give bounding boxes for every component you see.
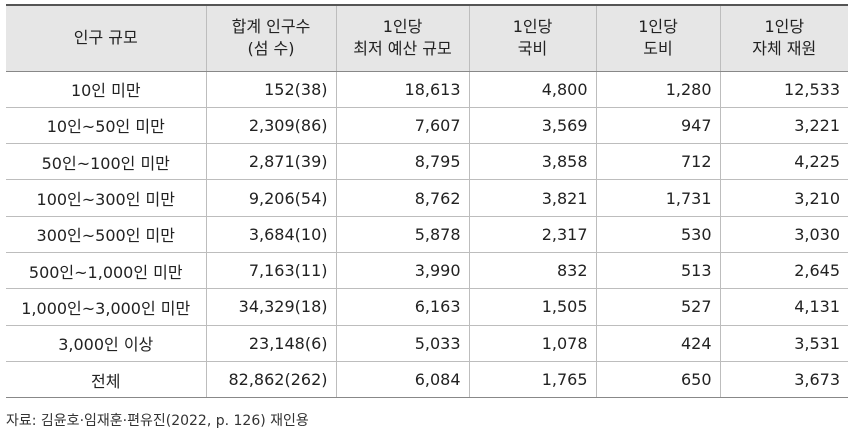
table-header-row: 인구 규모 합계 인구수 (섬 수) 1인당 최저 예산 규모 1인당 국비 1… [6,4,848,72]
min-budget-cell: 6,163 [335,288,469,326]
national-funds-cell: 3,858 [468,143,596,181]
own-resources-cell: 2,645 [719,252,848,290]
min-budget-cell: 3,990 [335,252,469,290]
total-population-cell: 152(38) [205,71,336,108]
min-budget-cell: 5,033 [335,325,469,362]
provincial-funds-cell: 530 [595,216,720,253]
header-national-funds: 1인당 국비 [468,4,596,72]
population-size-cell: 10인~50인 미만 [6,107,206,145]
population-size-cell: 300인~500인 미만 [6,216,206,253]
min-budget-cell: 7,607 [335,107,469,145]
national-funds-cell: 832 [468,252,596,290]
table-row: 10인 미만 152(38) 18,613 4,800 1,280 12,533 [6,71,848,108]
total-population-cell: 23,148(6) [205,325,336,362]
provincial-funds-cell: 947 [595,107,720,145]
own-resources-cell: 3,673 [719,361,848,399]
population-size-cell: 1,000인~3,000인 미만 [6,288,206,326]
national-funds-cell: 1,505 [468,288,596,326]
table-row: 3,000인 이상 23,148(6) 5,033 1,078 424 3,531 [6,325,848,362]
national-funds-cell: 1,765 [468,361,596,399]
provincial-funds-cell: 650 [595,361,720,399]
national-funds-cell: 2,317 [468,216,596,253]
header-own-resources: 1인당 자체 재원 [719,4,848,72]
provincial-funds-cell: 1,731 [595,179,720,217]
table-row: 1,000인~3,000인 미만 34,329(18) 6,163 1,505 527 4… [6,288,848,326]
own-resources-cell: 3,030 [719,216,848,253]
provincial-funds-cell: 527 [595,288,720,326]
total-population-cell: 82,862(262) [205,361,336,399]
total-population-cell: 2,309(86) [205,107,336,145]
population-size-cell: 100인~300인 미만 [6,179,206,217]
own-resources-cell: 3,221 [719,107,848,145]
min-budget-cell: 18,613 [335,71,469,108]
provincial-funds-cell: 712 [595,143,720,181]
table-row: 10인~50인 미만 2,309(86) 7,607 3,569 947 3,221 [6,107,848,145]
own-resources-cell: 3,210 [719,179,848,217]
min-budget-cell: 5,878 [335,216,469,253]
min-budget-cell: 6,084 [335,361,469,399]
population-size-cell: 3,000인 이상 [6,325,206,362]
table-row: 500인~1,000인 미만 7,163(11) 3,990 832 513 2,645 [6,252,848,290]
provincial-funds-cell: 424 [595,325,720,362]
min-budget-cell: 8,795 [335,143,469,181]
own-resources-cell: 12,533 [719,71,848,108]
own-resources-cell: 3,531 [719,325,848,362]
national-funds-cell: 1,078 [468,325,596,362]
header-population-size: 인구 규모 [6,4,206,72]
total-population-cell: 34,329(18) [205,288,336,326]
national-funds-cell: 3,569 [468,107,596,145]
total-population-cell: 3,684(10) [205,216,336,253]
total-population-cell: 2,871(39) [205,143,336,181]
population-budget-table: 인구 규모 합계 인구수 (섬 수) 1인당 최저 예산 규모 1인당 국비 1… [6,4,848,399]
own-resources-cell: 4,131 [719,288,848,326]
national-funds-cell: 4,800 [468,71,596,108]
header-provincial-funds: 1인당 도비 [595,4,720,72]
population-size-cell: 50인~100인 미만 [6,143,206,181]
table-row: 300인~500인 미만 3,684(10) 5,878 2,317 530 3,030 [6,216,848,253]
population-size-cell: 전체 [6,361,206,399]
total-population-cell: 7,163(11) [205,252,336,290]
table-row: 50인~100인 미만 2,871(39) 8,795 3,858 712 4,225 [6,143,848,181]
header-min-budget: 1인당 최저 예산 규모 [335,4,469,72]
population-size-cell: 10인 미만 [6,71,206,108]
header-total-population: 합계 인구수 (섬 수) [205,4,336,72]
table-row: 전체 82,862(262) 6,084 1,765 650 3,673 [6,361,848,399]
total-population-cell: 9,206(54) [205,179,336,217]
table-body: 10인 미만 152(38) 18,613 4,800 1,280 12,533 10인~5… [6,71,848,399]
provincial-funds-cell: 1,280 [595,71,720,108]
own-resources-cell: 4,225 [719,143,848,181]
national-funds-cell: 3,821 [468,179,596,217]
table-row: 100인~300인 미만 9,206(54) 8,762 3,821 1,731 3,21… [6,179,848,217]
population-size-cell: 500인~1,000인 미만 [6,252,206,290]
provincial-funds-cell: 513 [595,252,720,290]
min-budget-cell: 8,762 [335,179,469,217]
source-note: 자료: 김윤호·임재훈·편유진(2022, p. 126) 재인용 [6,413,309,429]
